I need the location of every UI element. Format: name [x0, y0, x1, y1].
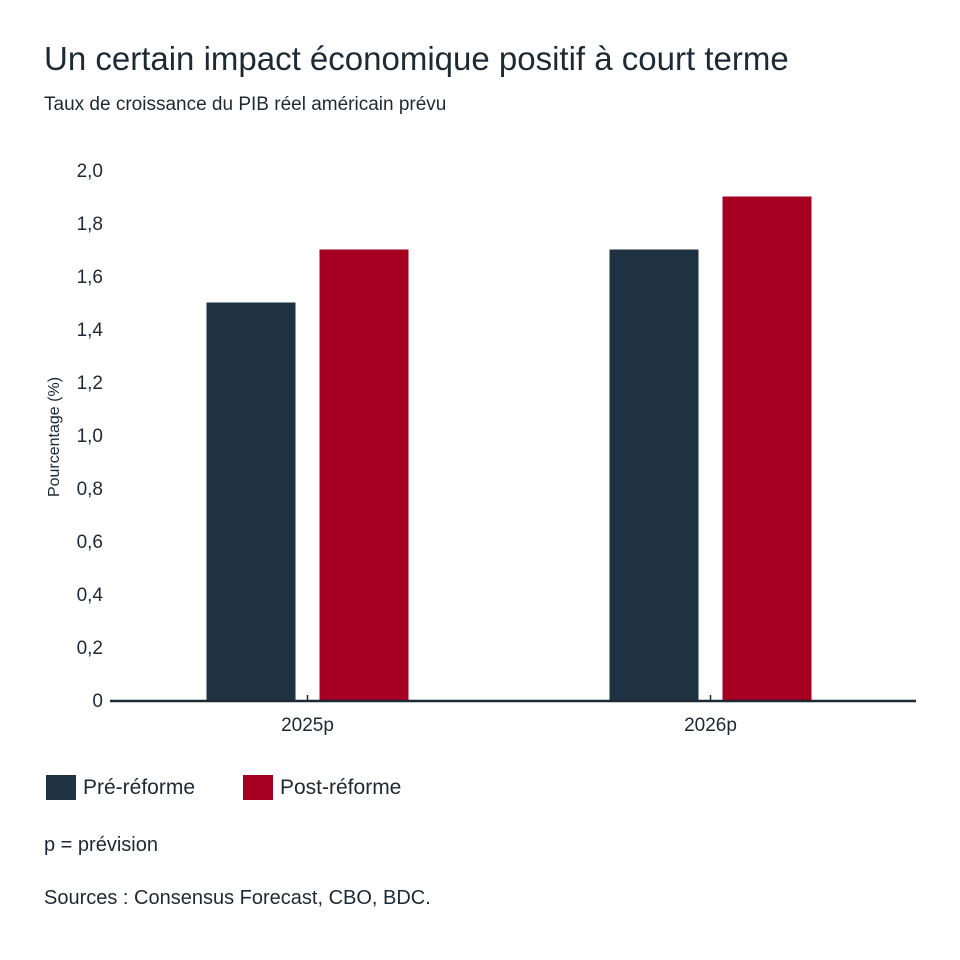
chart-subtitle: Taux de croissance du PIB réel américain…: [44, 94, 447, 115]
bar-2026p-post-reforme: [722, 196, 812, 700]
y-tick-label: 0,8: [77, 479, 103, 500]
y-tick-label: 1,6: [77, 267, 103, 288]
x-tick-label: 2025p: [281, 715, 334, 736]
legend-swatch-post-reforme: [243, 775, 273, 800]
y-tick-label: 0,2: [77, 638, 103, 659]
forecast-note: p = prévision: [44, 834, 158, 856]
legend-label: Pré-réforme: [83, 775, 196, 799]
y-tick-label: 1,0: [77, 426, 103, 447]
chart-title: Un certain impact économique positif à c…: [44, 40, 789, 77]
y-tick-label: 1,8: [77, 214, 103, 235]
legend-item-pre-reforme: Pré-réforme: [46, 775, 195, 800]
y-axis-label: Pourcentage (%): [46, 377, 63, 497]
legend-item-post-reforme: Post-réforme: [243, 775, 401, 800]
bar-2025p-pre-reforme: [206, 302, 296, 700]
y-tick-label: 0: [92, 691, 103, 712]
legend-label: Post-réforme: [280, 775, 402, 799]
x-tick-label: 2026p: [684, 715, 737, 736]
bar-2026p-pre-reforme: [609, 249, 699, 700]
y-tick-label: 0,6: [77, 532, 103, 553]
y-tick-label: 0,4: [77, 585, 104, 606]
y-tick-label: 1,4: [77, 320, 104, 341]
y-tick-label: 1,2: [77, 373, 103, 394]
y-tick-label: 2,0: [77, 161, 103, 182]
sources-note: Sources : Consensus Forecast, CBO, BDC.: [44, 887, 431, 909]
legend-swatch-pre-reforme: [46, 775, 76, 800]
bar-2025p-post-reforme: [319, 249, 409, 700]
